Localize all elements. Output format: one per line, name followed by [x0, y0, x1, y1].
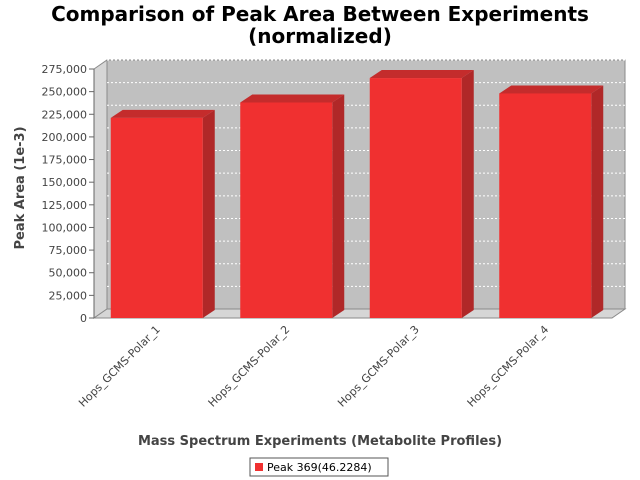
x-tick-label: Hops_GCMS-Polar_4 — [465, 323, 552, 410]
y-tick-label: 250,000 — [42, 86, 88, 99]
bar-top — [240, 94, 345, 103]
y-tick-label: 225,000 — [42, 108, 88, 121]
legend-box — [249, 457, 389, 477]
bar — [499, 93, 592, 319]
bar-side — [461, 70, 474, 319]
y-axis-ticks: 0 25,000 50,000 75,000 100,000 125,000 150,000… — [42, 63, 95, 325]
legend-entry-label: Peak 369(46.2284) — [267, 461, 372, 474]
chart-title-line-2: (normalized) — [248, 24, 392, 48]
y-tick-label: 25,000 — [49, 289, 88, 302]
bar-side — [591, 85, 604, 319]
legend-swatch — [255, 463, 263, 471]
y-tick-label: 175,000 — [42, 154, 88, 167]
y-tick-label: 125,000 — [42, 199, 88, 212]
y-tick-label: 0 — [80, 312, 87, 325]
bar — [110, 117, 203, 318]
bar — [240, 102, 333, 318]
y-tick-label: 150,000 — [42, 176, 88, 189]
legend: Peak 369(46.2284) — [249, 457, 389, 477]
bar-top — [110, 109, 215, 118]
x-tick-label: Hops_GCMS-Polar_1 — [76, 323, 163, 410]
x-axis-label: Mass Spectrum Experiments (Metabolite Pr… — [138, 434, 502, 449]
bar-top — [369, 70, 474, 79]
y-tick-label: 200,000 — [42, 131, 88, 144]
x-tick-label: Hops_GCMS-Polar_3 — [335, 323, 422, 410]
y-tick-label: 275,000 — [42, 63, 88, 76]
bars — [110, 70, 604, 319]
x-tick-label: Hops_GCMS-Polar_2 — [206, 323, 293, 410]
bar-top — [499, 85, 604, 94]
x-axis-ticks: Hops_GCMS-Polar_1 Hops_GCMS-Polar_2 Hops_G… — [76, 323, 551, 410]
plot-left-wall — [93, 59, 108, 319]
bar-side — [202, 109, 215, 318]
chart-title-line-1: Comparison of Peak Area Between Experime… — [51, 2, 589, 26]
y-tick-label: 75,000 — [49, 244, 88, 257]
y-axis-label: Peak Area (1e-3) — [13, 126, 28, 249]
y-tick-label: 50,000 — [49, 267, 88, 280]
y-tick-label: 100,000 — [42, 221, 88, 234]
bar — [369, 78, 462, 319]
bar-side — [332, 94, 345, 318]
